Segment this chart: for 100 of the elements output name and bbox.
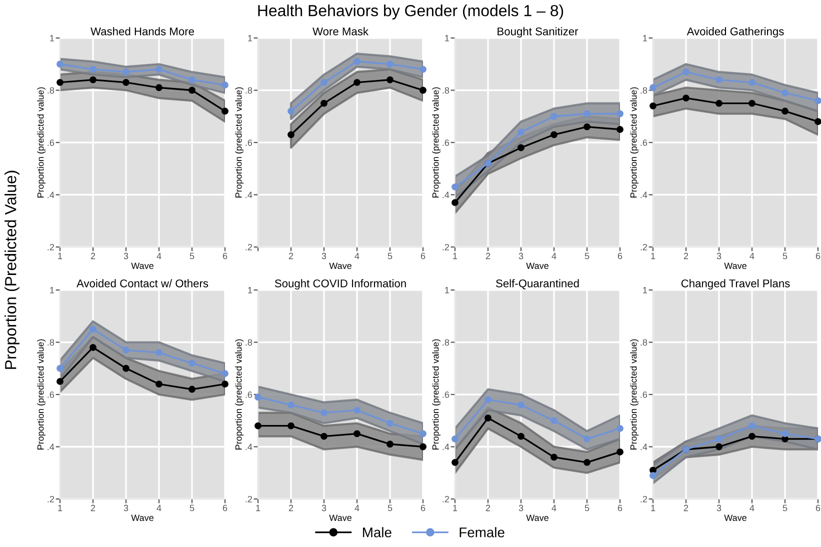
y-tick-label: .4	[48, 192, 54, 198]
x-tick-label: 2	[90, 504, 96, 512]
x-tick-label: 5	[782, 504, 788, 512]
chart-title: Washed Hands More	[90, 27, 194, 36]
x-tick-label: 1	[453, 504, 458, 512]
x-tick-label: 3	[124, 504, 128, 512]
x-axis-title: Wave	[131, 514, 154, 521]
x-tick-label: 4	[750, 504, 754, 512]
x-tick-label: 6	[618, 252, 622, 260]
chart-title: Sought COVID Information	[274, 279, 406, 290]
x-tick-label: 1	[58, 504, 62, 512]
y-tick-label: 1	[445, 35, 450, 42]
x-tick-label: 3	[518, 252, 524, 260]
y-tick-label: 1	[50, 287, 54, 294]
y-tick-label: 1	[50, 35, 54, 42]
x-tick-label: 6	[222, 252, 228, 260]
y-tick-label: .8	[640, 339, 648, 346]
x-tick-label: 6	[816, 504, 820, 512]
chart-title: Wore Mask	[312, 27, 369, 36]
x-tick-label: 4	[750, 252, 754, 260]
y-axis-title: Proportion (predicted value)	[37, 339, 46, 450]
x-tick-label: 4	[156, 252, 162, 260]
y-tick-label: .6	[246, 139, 252, 146]
y-tick-label: 1	[445, 287, 450, 294]
y-tick-label: .2	[442, 496, 449, 502]
legend-label: Female	[460, 527, 504, 538]
y-tick-label: .8	[442, 339, 450, 346]
x-axis-title: Wave	[329, 262, 352, 269]
y-tick-label: .6	[442, 139, 450, 146]
y-tick-label: .4	[640, 192, 648, 198]
y-axis-title: Proportion (predicted value)	[432, 339, 441, 450]
y-tick-label: .6	[48, 391, 54, 398]
y-tick-label: .4	[48, 444, 54, 450]
y-tick-label: .2	[640, 496, 647, 502]
x-tick-label: 4	[156, 504, 162, 512]
y-tick-label: .6	[246, 391, 252, 398]
x-tick-label: 1	[453, 252, 458, 260]
y-tick-label: .8	[246, 87, 252, 94]
x-tick-label: 6	[420, 504, 426, 512]
y-tick-label: .8	[640, 87, 648, 94]
x-tick-label: 1	[651, 504, 656, 512]
text: Proportion (Predicted Value)	[4, 170, 20, 369]
y-axis-title: Proportion (predicted value)	[630, 339, 639, 450]
x-tick-label: 2	[684, 252, 688, 260]
y-tick-label: .6	[640, 391, 648, 398]
y-tick-label: .2	[48, 496, 54, 502]
x-tick-label: 3	[322, 252, 326, 260]
x-tick-label: 5	[190, 252, 194, 260]
x-tick-label: 1	[651, 252, 656, 260]
chart-title: Avoided Gatherings	[686, 27, 784, 38]
x-axis-title: Wave	[724, 262, 746, 269]
y-tick-label: .2	[442, 244, 449, 250]
y-tick-label: .8	[246, 339, 252, 346]
y-tick-label: .8	[442, 87, 450, 94]
y-tick-label: .4	[640, 444, 648, 450]
x-tick-label: 5	[388, 504, 392, 512]
x-tick-label: 5	[584, 504, 590, 512]
y-tick-label: 1	[248, 287, 252, 294]
x-tick-label: 3	[124, 252, 128, 260]
x-tick-label: 2	[90, 252, 96, 260]
x-axis-title: Wave	[329, 514, 352, 521]
y-tick-label: .4	[442, 192, 450, 198]
y-tick-label: .4	[246, 444, 252, 450]
x-tick-label: 5	[584, 252, 590, 260]
x-axis-title: Wave	[724, 514, 746, 521]
x-tick-label: 5	[782, 252, 788, 260]
y-tick-label: .6	[442, 391, 450, 398]
x-tick-label: 4	[354, 504, 360, 512]
y-tick-label: 1	[248, 35, 252, 42]
chart-title: Changed Travel Plans	[681, 279, 790, 290]
y-axis-title: Proportion (predicted value)	[235, 339, 244, 450]
y-tick-label: .2	[246, 244, 252, 250]
y-axis-title: Proportion (predicted value)	[37, 87, 46, 198]
chart-title: Avoided Contact w/ Others	[76, 279, 208, 288]
x-tick-label: 2	[486, 252, 490, 260]
x-tick-label: 5	[388, 252, 392, 260]
x-tick-label: 1	[256, 504, 260, 512]
y-tick-label: .6	[48, 139, 54, 146]
y-tick-label: .2	[246, 496, 252, 502]
y-tick-label: .2	[640, 244, 647, 250]
x-tick-label: 2	[486, 504, 490, 512]
y-axis-title: Proportion (predicted value)	[432, 87, 441, 198]
y-axis-title: Proportion (predicted value)	[630, 87, 639, 198]
chart-title: Self-Quarantined	[496, 279, 579, 290]
x-tick-label: 2	[288, 252, 294, 260]
x-tick-label: 2	[288, 504, 294, 512]
x-tick-label: 1	[58, 252, 62, 260]
text: Health Behaviors by Gender (models 1 – 8)	[258, 4, 564, 20]
y-tick-label: .2	[48, 244, 54, 250]
x-tick-label: 6	[816, 252, 820, 260]
x-tick-label: 3	[518, 504, 524, 512]
x-tick-label: 2	[684, 504, 688, 512]
x-tick-label: 6	[618, 504, 622, 512]
x-axis-title: Wave	[526, 262, 548, 269]
x-tick-label: 4	[552, 252, 556, 260]
x-tick-label: 3	[322, 504, 326, 512]
y-tick-label: 1	[643, 287, 648, 294]
y-tick-label: .8	[48, 87, 54, 94]
x-tick-label: 4	[354, 252, 360, 260]
y-tick-label: .6	[640, 139, 648, 146]
